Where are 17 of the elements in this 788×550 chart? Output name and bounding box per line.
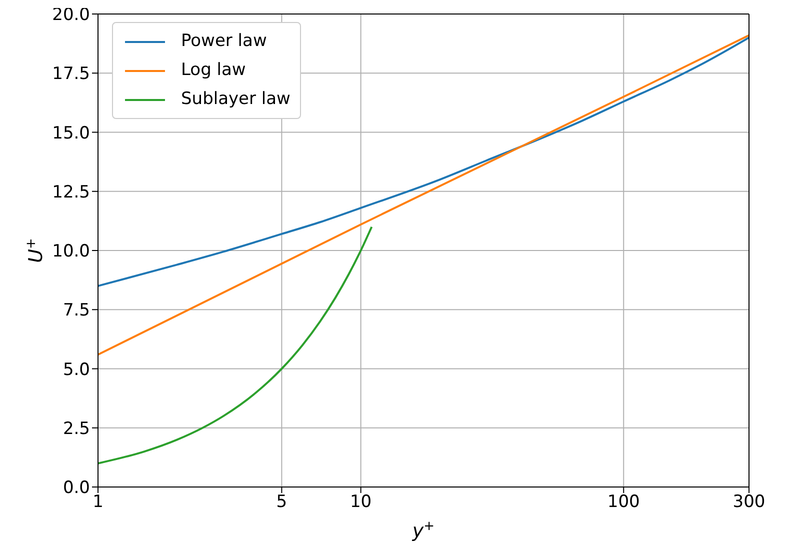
y-tick-label: 2.5	[62, 418, 90, 439]
y-tick-label: 17.5	[52, 64, 90, 84]
legend-label: Power law	[181, 30, 267, 53]
legend-label: Log law	[181, 59, 246, 82]
y-tick-label: 5.0	[62, 360, 90, 380]
y-tick-label: 15.0	[52, 123, 90, 144]
x-tick-label: 5	[276, 492, 288, 512]
y-tick-label: 10.0	[52, 242, 90, 262]
y-tick-label: 12.5	[52, 182, 90, 202]
y-tick-label: 0.0	[62, 478, 90, 498]
x-tick-label: 1	[92, 492, 104, 512]
x-tick-label: 100	[607, 492, 640, 512]
x-tick-label: 300	[732, 492, 766, 512]
x-axis-title: y$^{+}$	[411, 518, 435, 542]
y-tick-label: 7.5	[62, 300, 90, 321]
x-tick-label: 10	[350, 492, 372, 512]
legend-label: Sublayer law	[181, 88, 290, 111]
